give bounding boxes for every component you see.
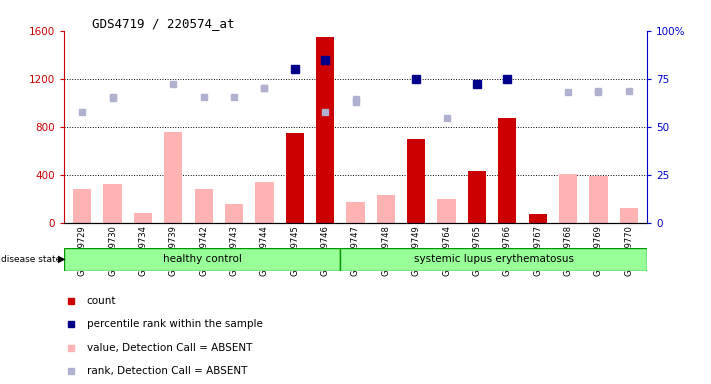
Bar <box>589 176 607 223</box>
Bar <box>286 133 304 223</box>
Bar <box>164 131 183 223</box>
Bar <box>195 189 213 223</box>
Bar <box>104 184 122 223</box>
Text: value, Detection Call = ABSENT: value, Detection Call = ABSENT <box>87 343 252 353</box>
Bar <box>316 197 334 223</box>
Bar <box>134 213 152 223</box>
Bar <box>225 204 243 223</box>
Bar <box>468 171 486 223</box>
Bar <box>528 214 547 223</box>
Bar <box>346 202 365 223</box>
Text: count: count <box>87 296 116 306</box>
Text: percentile rank within the sample: percentile rank within the sample <box>87 319 262 329</box>
Bar <box>620 208 638 223</box>
Text: healthy control: healthy control <box>163 254 242 264</box>
Bar <box>437 199 456 223</box>
Bar <box>377 195 395 223</box>
Bar <box>559 174 577 223</box>
Text: ▶: ▶ <box>58 254 66 264</box>
Bar <box>498 118 516 223</box>
Text: rank, Detection Call = ABSENT: rank, Detection Call = ABSENT <box>87 366 247 376</box>
Bar <box>64 248 340 271</box>
Text: GDS4719 / 220574_at: GDS4719 / 220574_at <box>92 17 235 30</box>
Bar <box>73 189 91 223</box>
Bar <box>316 37 334 223</box>
Text: disease state: disease state <box>1 255 61 264</box>
Bar <box>340 248 647 271</box>
Text: systemic lupus erythematosus: systemic lupus erythematosus <box>414 254 574 264</box>
Bar <box>255 182 274 223</box>
Bar <box>407 139 425 223</box>
